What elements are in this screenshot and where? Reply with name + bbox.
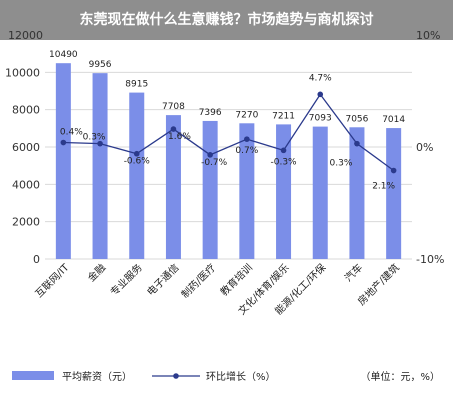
bar-value-label: 7708 (162, 102, 185, 112)
growth-point (354, 140, 360, 147)
growth-value-label: 0.3% (330, 159, 353, 169)
y-axis-left-tick-label: 10000 (5, 66, 40, 79)
x-axis-category-label: 教育培训 (217, 261, 254, 298)
growth-point (60, 139, 67, 146)
legend-bar-swatch (12, 371, 54, 380)
growth-value-label: -0.6% (124, 157, 151, 167)
growth-value-label: 0.7% (235, 146, 258, 156)
x-axis-category-label: 电子通信 (144, 261, 181, 298)
x-axis-category-label: 金融 (85, 261, 108, 284)
legend-unit-note: （单位：元，%） (360, 370, 440, 383)
growth-value-label: 2.1% (372, 182, 395, 192)
growth-point (207, 152, 213, 158)
bar-value-label: 10490 (49, 50, 78, 60)
x-axis-category-label: 制药/医疗 (178, 261, 218, 301)
y-axis-left-tick-label: 8000 (12, 104, 40, 117)
growth-value-label: -0.3% (270, 157, 297, 167)
y-axis-left-tick-label: 4000 (12, 178, 40, 191)
growth-point (280, 147, 287, 154)
growth-point (170, 126, 177, 132)
y-axis-right-tick-label: 10% (416, 29, 440, 42)
bar-value-label: 9956 (89, 60, 112, 70)
growth-point (390, 167, 397, 174)
y-axis-right-tick-label: 0% (416, 141, 433, 154)
x-axis-category-label: 专业服务 (107, 261, 144, 298)
growth-value-label: 4.7% (309, 73, 332, 83)
bar (276, 124, 292, 259)
bar (349, 127, 365, 260)
bar (129, 92, 145, 259)
legend-line-label: 环比增长（%） (206, 370, 276, 383)
legend-line-marker (173, 373, 179, 379)
x-axis-category-label: 互联网/IT (33, 261, 72, 300)
legend-bar-label: 平均薪资（元） (62, 371, 132, 383)
x-axis-category-label: 汽车 (342, 261, 365, 284)
bar-value-label: 7093 (309, 114, 332, 124)
chart-title: 东莞现在做什么生意赚钱？市场趋势与商机探讨 (0, 0, 453, 40)
y-axis-left-tick-label: 2000 (12, 216, 40, 229)
bar-value-label: 7211 (272, 111, 295, 121)
bar-value-label: 7014 (382, 115, 405, 125)
growth-value-label: -0.7% (201, 158, 228, 168)
growth-value-label: 0.3% (83, 133, 106, 143)
bar (92, 73, 108, 259)
bar-value-label: 7270 (235, 110, 258, 120)
bar (312, 126, 328, 259)
growth-value-label: 1.6% (168, 132, 191, 142)
bar (239, 123, 255, 259)
y-axis-left-top-label: 12000 (8, 29, 43, 42)
bar (202, 120, 218, 259)
growth-point (317, 91, 324, 98)
bar (165, 115, 181, 259)
growth-point (133, 150, 140, 157)
y-axis-left-tick-label: 0 (33, 253, 40, 266)
y-axis-left-tick-label: 6000 (12, 141, 40, 154)
growth-value-label: 0.4% (60, 128, 83, 138)
bar-value-label: 7396 (199, 108, 222, 118)
y-axis-right-tick-label: -10% (416, 253, 444, 266)
bar-value-label: 8915 (125, 80, 148, 90)
growth-line (63, 93, 395, 172)
growth-point (97, 140, 103, 147)
bar (55, 63, 71, 259)
bar-value-label: 7056 (345, 114, 368, 124)
bar (386, 128, 402, 259)
growth-point (244, 136, 250, 142)
